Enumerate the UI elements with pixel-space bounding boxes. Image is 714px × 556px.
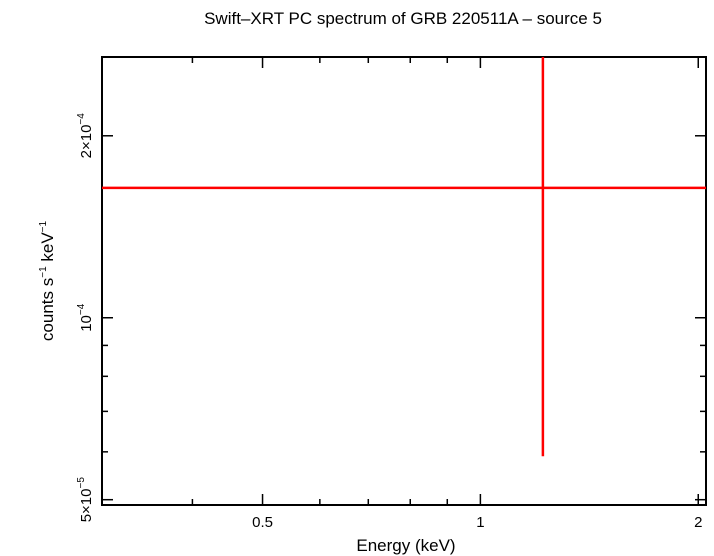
y-tick-label: 2×10−4 — [76, 113, 95, 159]
x-tick-label: 2 — [694, 514, 702, 531]
x-tick-label: 1 — [476, 514, 484, 531]
axis-ticks — [101, 57, 706, 505]
y-axis-label-exp2: −1 — [38, 220, 49, 232]
y-tick-label-mantissa: 10 — [78, 315, 95, 332]
x-tick-label: 0.5 — [252, 514, 273, 531]
y-axis-label-base: counts s — [38, 278, 57, 341]
y-tick-label-exp: −4 — [76, 113, 87, 125]
y-tick-label-exp: −5 — [76, 477, 87, 489]
plot-border — [101, 56, 707, 506]
plot-area — [101, 56, 707, 506]
y-axis-label: counts s−1 keV−1 — [38, 220, 57, 341]
y-tick-label-mantissa: 5×10 — [78, 489, 95, 523]
y-tick-label-exp: −4 — [76, 303, 87, 315]
x-axis-label: Energy (keV) — [356, 536, 455, 555]
y-tick-label-mantissa: 2×10 — [78, 125, 95, 159]
axis-tick-labels: 0.5 1 25×10−510−42×10−4 — [76, 113, 702, 531]
data-series — [102, 57, 706, 457]
y-tick-label: 10−4 — [76, 303, 95, 332]
y-tick-label: 5×10−5 — [76, 477, 95, 523]
chart-title: Swift–XRT PC spectrum of GRB 220511A – s… — [204, 9, 602, 28]
y-axis-label-exp1: −1 — [38, 266, 49, 278]
y-axis-label-mid: keV — [38, 232, 57, 267]
